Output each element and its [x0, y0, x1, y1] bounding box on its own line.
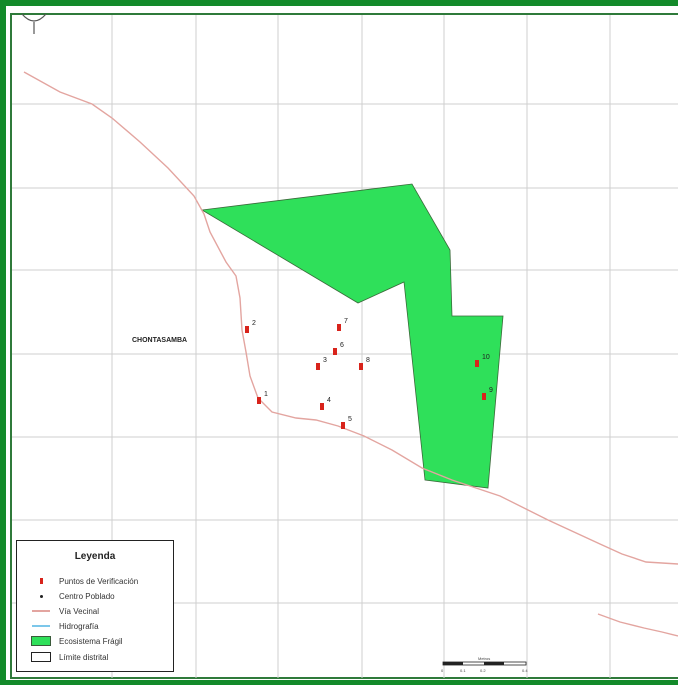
- legend-item-district-boundary: Límite distrital: [31, 651, 108, 663]
- verification-point-3: 3: [316, 357, 327, 370]
- svg-text:0.4: 0.4: [522, 668, 528, 673]
- grid-lines: [12, 15, 678, 678]
- legend-item-fragile-ecosystem: Ecosistema Frágil: [31, 635, 123, 647]
- verification-point-8: 8: [359, 357, 370, 370]
- legend-box: Leyenda Puntos de Verificación Centro Po…: [16, 540, 174, 672]
- verification-point-9: 9: [482, 387, 493, 400]
- svg-text:1: 1: [264, 391, 268, 398]
- legend-item-label: Puntos de Verificación: [59, 576, 139, 586]
- svg-text:0: 0: [441, 668, 444, 673]
- svg-text:5: 5: [348, 416, 352, 423]
- svg-text:9: 9: [489, 387, 493, 394]
- road-line: [23, 71, 678, 637]
- svg-text:7: 7: [344, 318, 348, 325]
- fragile-ecosystem-area: [200, 183, 504, 489]
- verification-points: 1 2 3 4 5 6 7 8: [245, 318, 493, 429]
- legend-title: Leyenda: [74, 551, 116, 562]
- water-line-icon: [31, 621, 51, 631]
- town-label: CHONTASAMBA: [132, 337, 187, 344]
- legend-item-label: Centro Poblado: [59, 591, 115, 601]
- svg-text:2: 2: [252, 320, 256, 327]
- legend-item-label: Hidrografía: [59, 621, 99, 631]
- road-line-icon: [31, 606, 51, 616]
- legend-item-verification-points: Puntos de Verificación: [31, 575, 138, 587]
- verification-point-1: 1: [257, 391, 268, 404]
- black-dot-icon: [31, 591, 51, 601]
- svg-text:6: 6: [340, 342, 344, 349]
- legend-item-hydrography: Hidrografía: [31, 620, 99, 632]
- verification-point-4: 4: [320, 397, 331, 410]
- svg-text:0.2: 0.2: [480, 668, 486, 673]
- svg-text:4: 4: [327, 397, 331, 404]
- legend-item-label: Límite distrital: [59, 652, 109, 662]
- green-fill-icon: [31, 636, 51, 646]
- red-marker-icon: [31, 576, 51, 586]
- scale-bar: Metros 0 0.1 0.2 0.4: [441, 656, 528, 673]
- verification-point-2: 2: [245, 320, 256, 333]
- svg-text:3: 3: [323, 357, 327, 364]
- verification-point-7: 7: [337, 318, 348, 331]
- legend-item-label: Vía Vecinal: [59, 606, 100, 616]
- map-neatline: [10, 13, 678, 679]
- verification-point-10: 10: [475, 354, 490, 367]
- north-arrow-icon: [21, 13, 47, 34]
- legend-item-label: Ecosistema Frágil: [59, 636, 123, 646]
- verification-point-6: 6: [333, 342, 344, 355]
- svg-text:8: 8: [366, 357, 370, 364]
- svg-text:10: 10: [482, 354, 490, 361]
- legend-item-local-road: Vía Vecinal: [31, 605, 99, 617]
- legend-item-populated-center: Centro Poblado: [31, 590, 115, 602]
- svg-text:Metros: Metros: [478, 656, 490, 661]
- verification-point-5: 5: [341, 416, 352, 429]
- white-box-icon: [31, 652, 51, 662]
- svg-text:0.1: 0.1: [460, 668, 466, 673]
